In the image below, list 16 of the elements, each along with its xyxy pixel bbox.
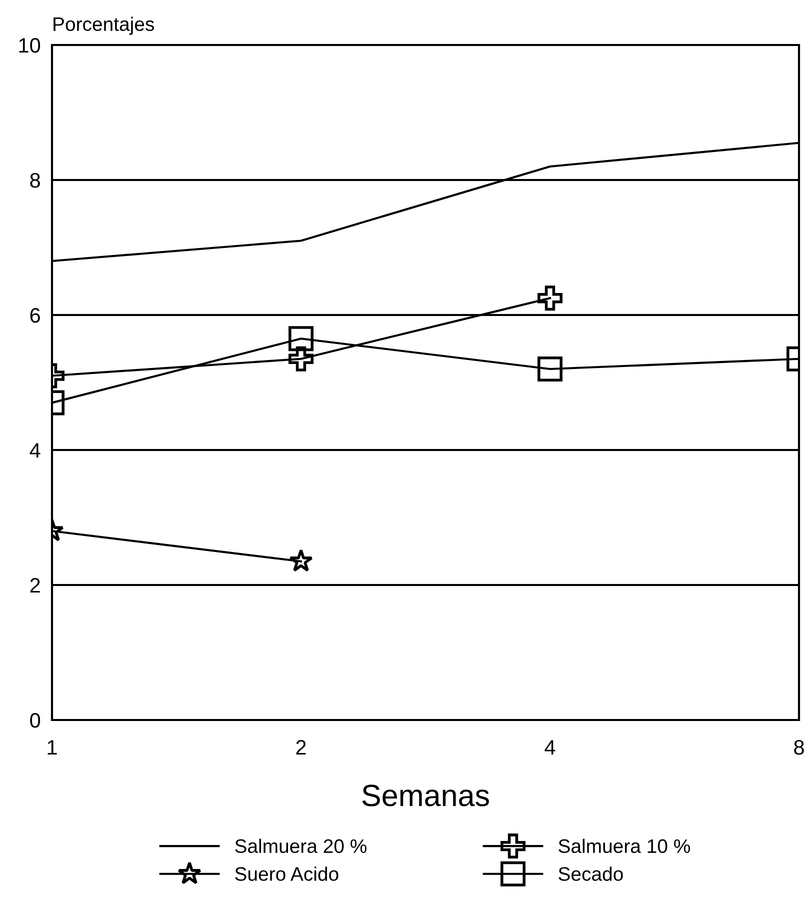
y-tick-label: 0 <box>30 713 40 728</box>
x-tick-label: 4 <box>544 740 556 755</box>
y-tick-label: 4 <box>30 443 40 458</box>
y-tick-label: 8 <box>30 173 40 188</box>
y-tick-label: 6 <box>30 308 40 323</box>
y-tick-label: 10 <box>19 38 40 53</box>
x-tick-label: 2 <box>296 740 306 755</box>
x-tick-label: 8 <box>794 740 804 755</box>
legend-label: Suero Acido <box>235 866 338 881</box>
legend-label: Secado <box>558 866 623 881</box>
y-tick-label: 2 <box>30 578 40 593</box>
y-axis-title: Porcentajes <box>54 16 154 35</box>
x-axis-title: Semanas <box>362 784 489 806</box>
x-tick-label: 1 <box>48 740 57 755</box>
legend-label: Salmuera 20 % <box>235 838 366 854</box>
legend-label: Salmuera 10 % <box>558 838 690 854</box>
